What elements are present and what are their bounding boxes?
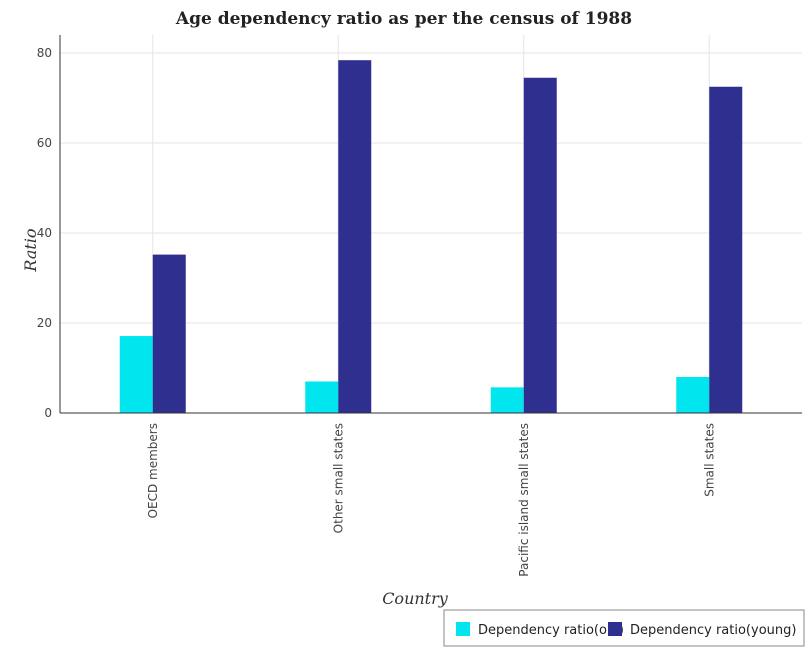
y-tick-label: 60 [37, 136, 52, 150]
legend-box [443, 609, 805, 647]
bar-old [490, 387, 524, 413]
bar-young [709, 86, 743, 413]
axes [59, 35, 802, 414]
legend-label: Dependency ratio(young) [630, 623, 796, 638]
legend-swatch [608, 622, 622, 636]
x-tick-label: Other small states [331, 423, 345, 533]
bar-old [119, 336, 153, 413]
legend-label: Dependency ratio(old) [478, 623, 624, 638]
y-tick-label: 0 [44, 406, 52, 420]
x-tick-label: Small states [702, 423, 716, 497]
y-axis-label: Ratio [21, 228, 40, 272]
bar-young [152, 254, 186, 413]
bar-young [338, 60, 372, 413]
legend-swatch [456, 622, 470, 636]
x-tick-label: OECD members [146, 423, 160, 518]
x-tick-label: Pacific island small states [517, 423, 531, 577]
bar-young [523, 77, 557, 413]
bar-old [305, 381, 339, 413]
bar-old [676, 377, 710, 413]
y-tick-label: 40 [37, 226, 52, 240]
x-axis-label: Country [382, 589, 449, 608]
legend: Dependency ratio(old) Dependency ratio(yo… [443, 609, 805, 647]
chart-title: Age dependency ratio as per the census o… [175, 9, 632, 29]
y-tick-label: 20 [37, 316, 52, 330]
y-tick-label: 80 [37, 46, 52, 60]
y-tick-labels: 0 20 40 60 80 [37, 46, 52, 420]
x-tick-labels: OECD members Other small states Pacific is… [146, 423, 717, 577]
bars [119, 60, 743, 413]
